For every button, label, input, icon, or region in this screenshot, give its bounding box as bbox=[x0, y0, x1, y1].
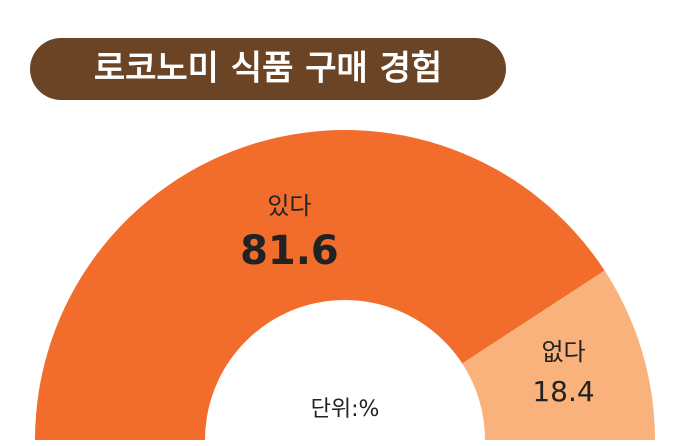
donut-segment bbox=[462, 270, 655, 440]
value-label: 81.6 bbox=[240, 228, 339, 274]
donut-segment bbox=[35, 130, 605, 440]
unit-label: 단위:% bbox=[311, 397, 380, 422]
plot: 있다 81.6 없다 18.4 bbox=[35, 130, 655, 440]
title-pill bbox=[30, 38, 506, 100]
category-label: 있다 bbox=[267, 192, 311, 220]
chart-title: 로코노미 식품 구매 경험 bbox=[94, 49, 442, 89]
category-label: 없다 bbox=[541, 338, 585, 366]
value-label: 18.4 bbox=[532, 375, 594, 408]
